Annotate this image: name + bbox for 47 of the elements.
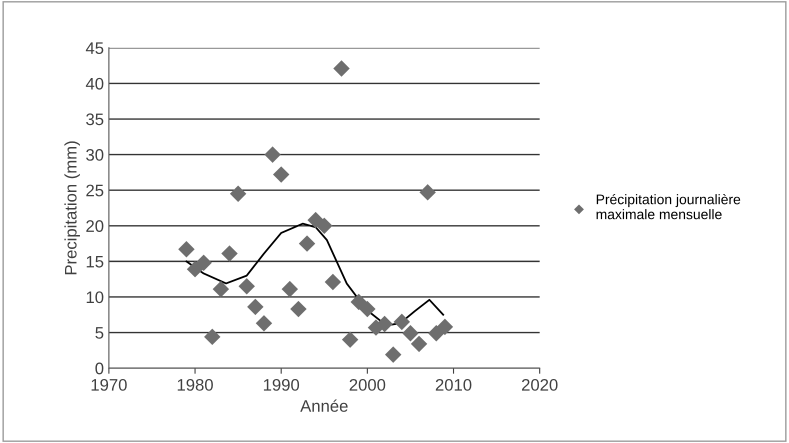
x-tick-label: 2010	[436, 378, 472, 391]
x-tick-label: 2020	[522, 378, 558, 391]
point	[230, 186, 246, 202]
point	[186, 260, 204, 278]
point	[428, 325, 445, 342]
point	[212, 280, 230, 298]
point	[272, 166, 290, 183]
point	[298, 235, 316, 252]
y-tick-label: 45	[86, 42, 104, 54]
point	[282, 280, 298, 298]
point	[290, 300, 307, 318]
point	[333, 60, 350, 77]
point	[359, 300, 376, 318]
point	[436, 318, 454, 336]
point	[384, 346, 402, 363]
y-axis-title: Precipitation (mm)	[64, 141, 80, 274]
x-axis-title: Année	[300, 399, 348, 412]
point	[195, 254, 212, 272]
point	[324, 274, 342, 290]
point	[178, 241, 195, 258]
point	[410, 336, 428, 352]
x-tick-label: 1980	[178, 378, 213, 391]
y-tick-label: 40	[86, 78, 104, 90]
point	[394, 314, 410, 330]
point	[316, 218, 332, 234]
y-tick-label: 5	[95, 327, 104, 339]
x-tick-label: 2000	[350, 378, 386, 391]
x-tick-label: 1990	[264, 378, 300, 391]
y-tick-label: 0	[95, 362, 104, 374]
x-tick-label: 1970	[92, 378, 127, 391]
point	[238, 278, 255, 294]
point	[221, 245, 238, 262]
y-tick-label: 15	[86, 256, 104, 268]
point	[419, 184, 436, 201]
y-tick-label: 25	[86, 184, 104, 196]
y-tick-label: 20	[86, 220, 104, 232]
y-tick-label: 10	[86, 291, 104, 304]
point	[256, 315, 272, 332]
y-tick-label: 30	[86, 149, 104, 161]
legend-label: Précipitation journalière maximale mensuelle	[596, 194, 740, 220]
point	[402, 325, 419, 342]
point	[350, 294, 367, 310]
point	[247, 298, 264, 316]
point	[204, 328, 220, 346]
point	[342, 331, 358, 348]
y-tick-label: 35	[86, 113, 104, 126]
point	[264, 146, 281, 163]
